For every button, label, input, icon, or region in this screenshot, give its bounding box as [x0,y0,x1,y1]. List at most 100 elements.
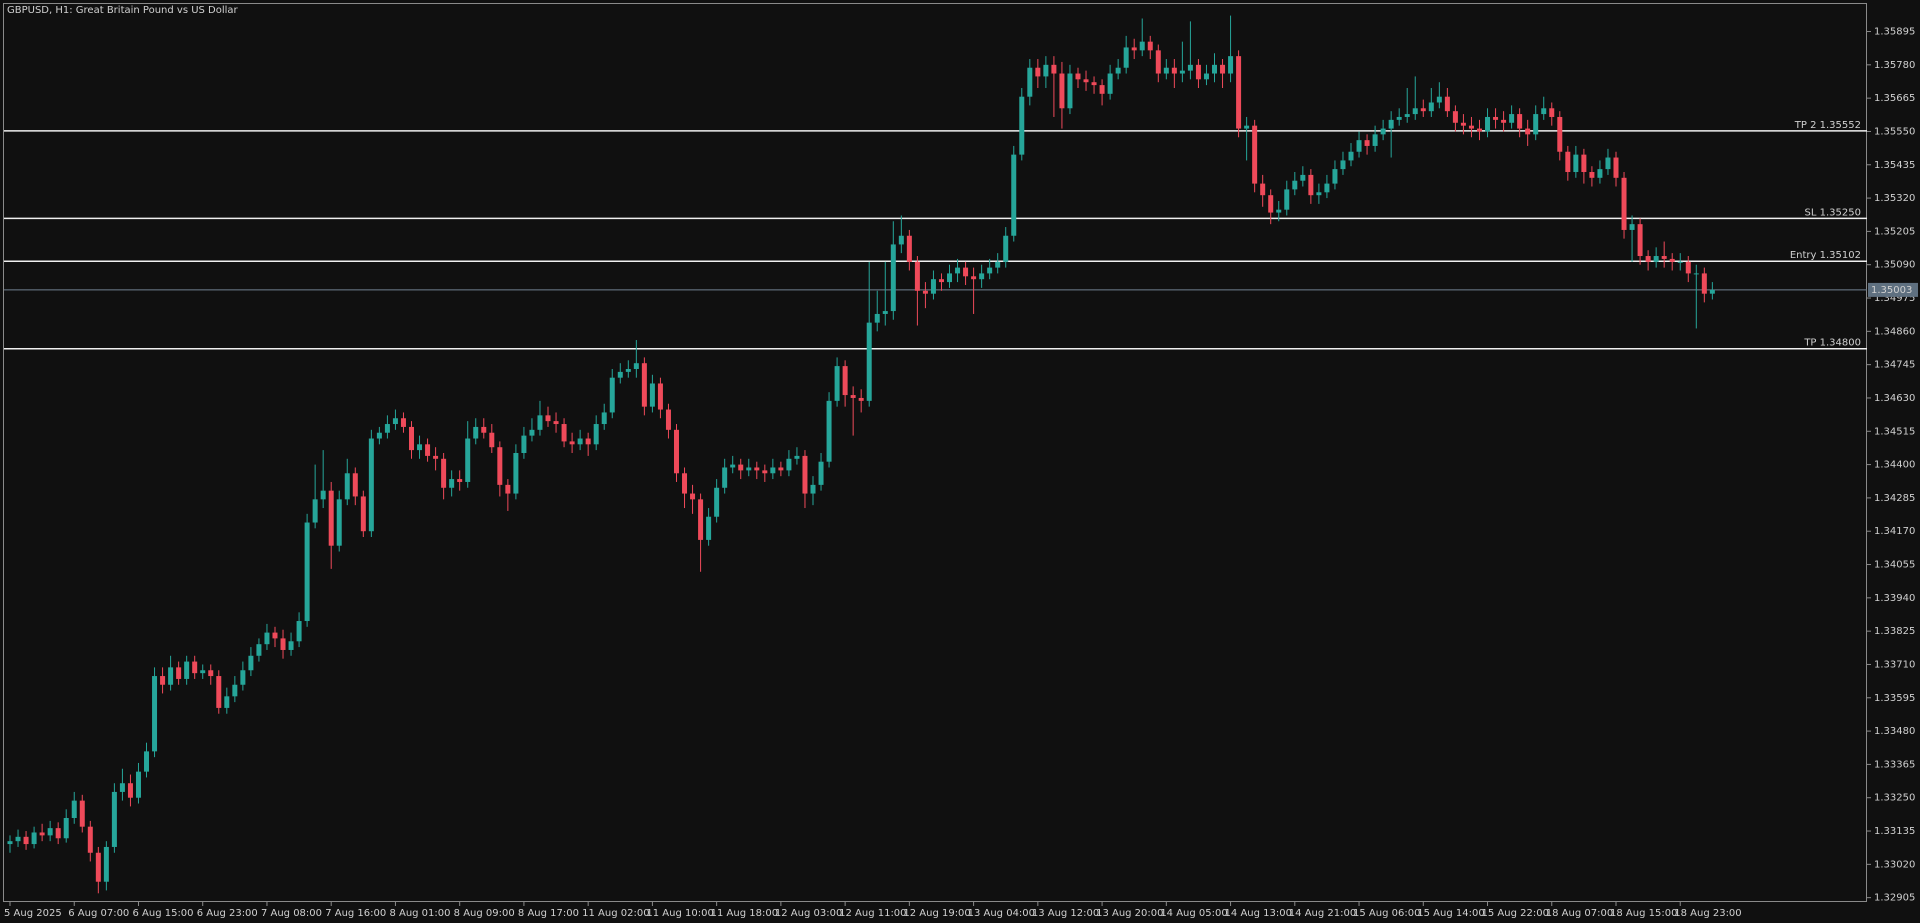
level-label: Entry 1.35102 [1790,250,1861,261]
candle-body [1083,79,1089,83]
candle-body [384,424,390,433]
candle-body [641,363,647,407]
current-price-label: 1.35003 [1871,285,1912,296]
candle-body [987,267,993,274]
x-tick-label: 7 Aug 16:00 [325,908,386,919]
candle-body [1179,70,1185,74]
x-tick-label: 13 Aug 20:00 [1096,908,1163,919]
candle-body [280,638,286,650]
candle-body [449,479,455,488]
candle-body [1589,172,1595,178]
candle-body [1091,82,1097,86]
candle-body [657,383,663,410]
candle-body [1661,256,1667,259]
x-tick-label: 12 Aug 11:00 [839,908,906,919]
candle-body [1284,189,1290,210]
candle-body [866,322,872,401]
candle-body [1629,224,1635,230]
y-tick-label: 1.34975 [1874,293,1915,304]
candle-body [376,432,382,439]
candle-body [922,290,928,294]
candle-body [1597,169,1603,178]
candle-body [955,267,961,274]
candle-body [1316,192,1322,196]
candle-body [1541,108,1547,115]
candle-body [818,461,824,485]
x-tick-label: 18 Aug 23:00 [1674,908,1741,919]
candle-body [135,771,141,798]
x-tick-label: 13 Aug 04:00 [968,908,1035,919]
candle-body [762,470,768,474]
candle-body [1155,50,1161,74]
candle-body [1107,73,1113,94]
candle-body [1476,128,1482,132]
candle-body [1493,116,1499,120]
y-tick-label: 1.34400 [1874,460,1915,471]
candle-body [1075,73,1081,80]
candle-body [1131,47,1137,51]
candle-body [1557,116,1563,152]
candle-body [874,313,880,323]
candle-body [23,836,29,845]
candle-body [184,661,190,679]
candle-body [1549,108,1555,117]
candle-body [336,499,342,546]
candle-body [882,311,888,314]
candle-body [1509,114,1515,123]
candle-body [1019,96,1025,155]
candle-body [858,397,864,401]
candle-body [1677,261,1683,263]
candle-body [1147,41,1153,51]
candle-body [441,458,447,488]
candle-body [240,670,246,685]
candle-body [39,832,45,836]
candle-body [714,487,720,517]
y-tick-label: 1.34285 [1874,493,1915,504]
y-tick-label: 1.33480 [1874,726,1915,737]
candle-body [256,644,262,656]
x-tick-label: 13 Aug 12:00 [1032,908,1099,919]
candle-body [1468,125,1474,129]
candle-body [1501,119,1507,123]
candle-body [1436,96,1442,103]
candle-body [553,421,559,425]
x-tick-label: 15 Aug 14:00 [1417,908,1484,919]
candle-body [1043,64,1049,77]
candle-body [1300,174,1306,181]
candle-body [457,479,463,482]
candle-body [850,395,856,398]
chart-title: GBPUSD, H1: Great Britain Pound vs US Do… [7,5,239,16]
candle-body [1525,128,1531,135]
candle-body [722,467,728,488]
x-tick-label: 12 Aug 03:00 [775,908,842,919]
candle-body [1340,160,1346,170]
x-tick-label: 15 Aug 22:00 [1482,908,1549,919]
y-tick-label: 1.33825 [1874,626,1915,637]
candle-body [63,817,69,839]
candle-body [1428,102,1434,112]
candle-body [489,432,495,448]
x-tick-label: 7 Aug 08:00 [261,908,322,919]
candle-body [272,632,278,639]
candle-body [1115,67,1121,74]
candle-body [1067,73,1073,109]
y-tick-label: 1.35090 [1874,260,1915,271]
candle-body [585,438,591,445]
candle-body [176,667,182,679]
candle-body [1035,67,1041,77]
y-tick-label: 1.35320 [1874,193,1915,204]
candle-body [738,464,744,471]
candle-body [1324,183,1330,193]
x-tick-label: 14 Aug 05:00 [1160,908,1227,919]
candle-body [770,467,776,474]
candle-body [1212,64,1217,74]
candle-body [95,852,101,882]
candle-body [344,473,350,500]
candle-body [111,791,117,847]
candle-body [1268,195,1274,213]
candle-body [746,467,752,471]
level-label: SL 1.35250 [1805,207,1861,218]
